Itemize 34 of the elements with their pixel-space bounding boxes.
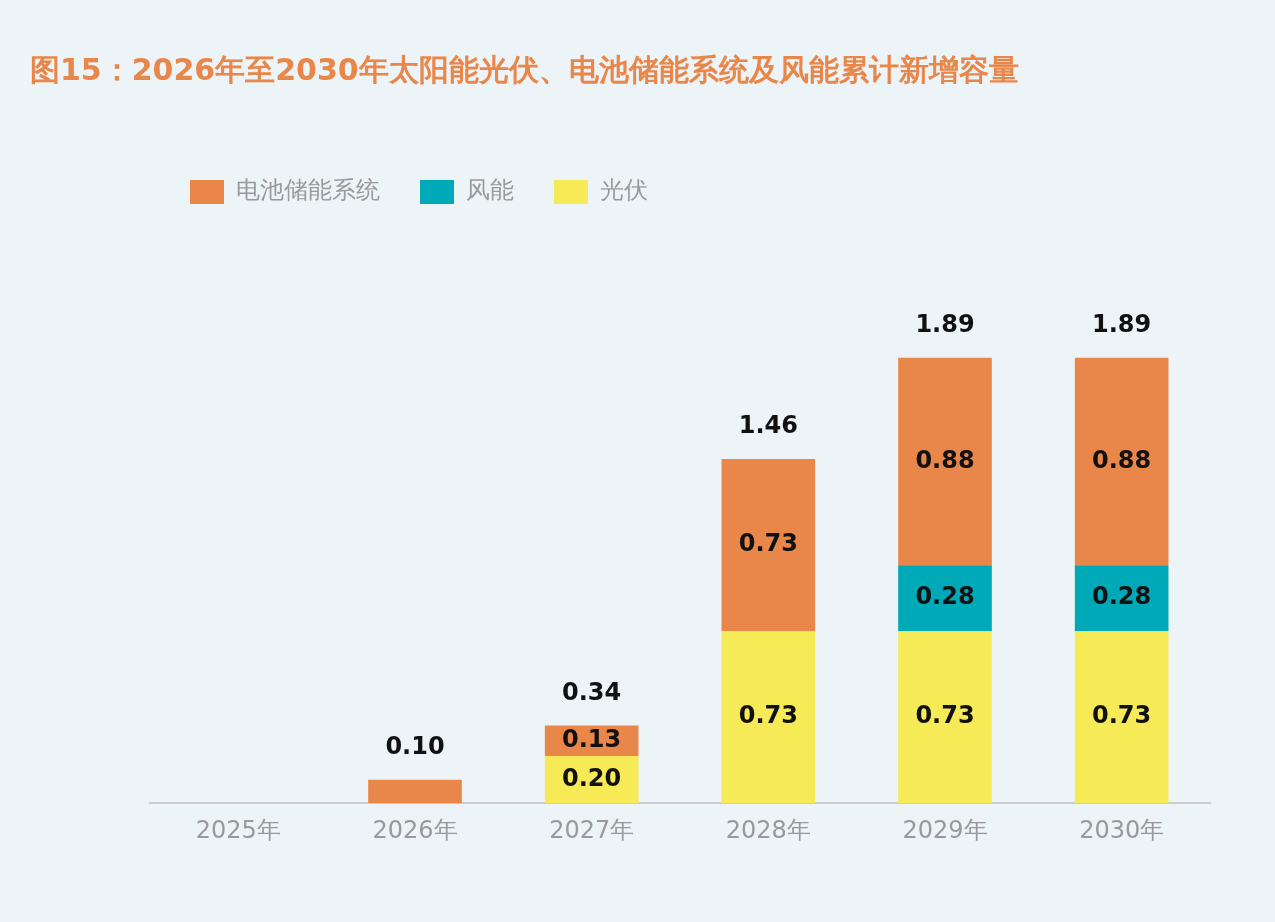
x-tick-label: 2025年 — [195, 815, 281, 844]
legend-label: 风能 — [466, 176, 514, 205]
bar — [368, 779, 462, 804]
x-tick-label: 2030年 — [1079, 815, 1165, 844]
x-tick-label: 2026年 — [372, 815, 458, 844]
data-label: 0.88 — [1092, 445, 1152, 474]
data-label: 0.73 — [738, 701, 798, 730]
data-label: 0.73 — [738, 529, 798, 558]
total-label: 0.34 — [562, 677, 622, 706]
x-tick-label: 2028年 — [725, 815, 811, 844]
data-label: 0.28 — [1092, 582, 1152, 611]
total-label: 1.89 — [915, 310, 975, 338]
data-label: 0.28 — [915, 582, 975, 611]
x-tick-label: 2029年 — [902, 815, 988, 844]
data-label: 0.13 — [562, 724, 622, 753]
total-label: 1.89 — [1092, 310, 1152, 338]
total-label: 0.10 — [385, 731, 445, 760]
legend-label: 光伏 — [600, 176, 648, 205]
total-label: 1.46 — [738, 411, 798, 440]
chart-title: 图15：2026年至2030年太阳能光伏、电池储能系统及风能累计新增容量 — [30, 51, 1019, 89]
data-label: 0.73 — [915, 701, 975, 730]
bar — [1074, 357, 1169, 566]
data-label: 0.20 — [562, 763, 622, 792]
bar — [898, 565, 992, 632]
bar — [721, 631, 816, 804]
data-label: 0.88 — [915, 445, 975, 474]
legend-label: 电池储能系统 — [236, 176, 380, 205]
data-label: 0.73 — [1092, 701, 1152, 730]
bar — [1074, 565, 1169, 632]
bar — [1074, 631, 1169, 804]
x-tick-label: 2027年 — [549, 815, 635, 844]
bar — [898, 357, 992, 566]
bar — [898, 631, 992, 804]
bar — [721, 459, 816, 632]
